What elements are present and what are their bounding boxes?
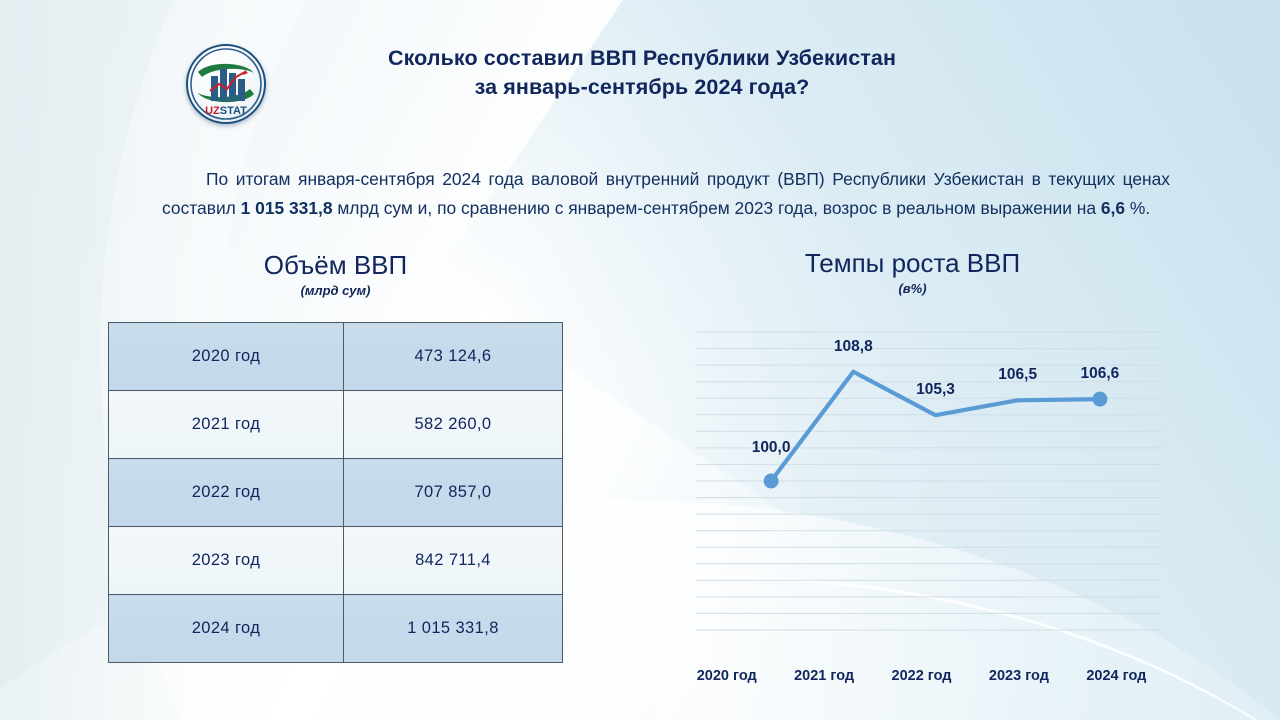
- table-cell-year: 2023 год: [108, 526, 344, 595]
- table-cell-year: 2020 год: [108, 322, 344, 391]
- chart-gridlines: [696, 331, 1161, 631]
- table-cell-year: 2022 год: [108, 458, 344, 527]
- chart-x-axis: 2020 год 2021 год 2022 год 2023 год 2024…: [678, 668, 1165, 684]
- table-cell-value: 473 124,6: [343, 322, 563, 391]
- gdp-volume-section: Объём ВВП (млрд сум) 2020 год 473 124,6 …: [108, 250, 563, 663]
- gdp-growth-subtitle: (в%): [898, 281, 927, 296]
- header: UZSTAT Сколько составил ВВП Республики У…: [186, 44, 986, 124]
- gdp-volume-title: Объём ВВП: [263, 250, 408, 280]
- page-title-line-1: Сколько составил ВВП Республики Узбекист…: [387, 46, 897, 70]
- gdp-growth-chart: 100,0 108,8 105,3 106,5 106,6 2020 год 2021 …: [660, 314, 1165, 684]
- gdp-volume-table: 2020 год 473 124,6 2021 год 582 260,0 20…: [108, 322, 563, 663]
- intro-paragraph: По итогам января-сентября 2024 года вало…: [162, 165, 1170, 223]
- chart-data-label: 106,6: [1080, 365, 1120, 383]
- intro-text-part-3: %.: [1125, 198, 1151, 219]
- x-axis-label: 2022 год: [891, 668, 952, 684]
- uzstat-logo-icon: UZSTAT: [186, 44, 266, 124]
- table-cell-year: 2024 год: [108, 594, 344, 663]
- table-row: 2020 год 473 124,6: [108, 322, 563, 391]
- table-cell-year: 2021 год: [108, 390, 344, 459]
- page-title: Сколько составил ВВП Республики Узбекист…: [298, 44, 986, 102]
- table-row: 2024 год 1 015 331,8: [108, 594, 563, 663]
- intro-growth-value: 6,6: [1100, 198, 1126, 219]
- table-row: 2021 год 582 260,0: [108, 390, 563, 459]
- x-axis-label: 2021 год: [794, 668, 855, 684]
- table-cell-value: 842 711,4: [343, 526, 563, 595]
- x-axis-label: 2024 год: [1086, 668, 1147, 684]
- table-cell-value: 1 015 331,8: [343, 594, 563, 663]
- table-row: 2022 год 707 857,0: [108, 458, 563, 527]
- intro-text-part-2: млрд сум и, по сравнению с январем-сентя…: [332, 198, 1101, 219]
- chart-markers: [763, 391, 1108, 489]
- page-title-line-2: за январь-сентябрь 2024 года?: [474, 75, 810, 99]
- chart-data-label: 108,8: [833, 337, 873, 355]
- chart-marker: [1092, 391, 1108, 407]
- gdp-growth-section: Темпы роста ВВП (в%) 100,0 108,8 105,3 106,…: [660, 248, 1165, 684]
- gdp-volume-subtitle: (млрд сум): [300, 283, 371, 298]
- chart-data-label: 105,3: [916, 381, 955, 399]
- gdp-growth-title: Темпы роста ВВП: [804, 248, 1021, 278]
- chart-data-label: 100,0: [751, 439, 791, 456]
- chart-data-label: 106,5: [998, 366, 1038, 384]
- table-cell-value: 707 857,0: [343, 458, 563, 527]
- x-axis-label: 2023 год: [988, 668, 1049, 684]
- chart-plot-area: [678, 314, 1165, 644]
- intro-text-part-1: По итогам января-сентября 2024 года вало…: [162, 169, 1170, 219]
- svg-text:UZSTAT: UZSTAT: [205, 105, 247, 117]
- x-axis-label: 2020 год: [696, 668, 757, 684]
- table-row: 2023 год 842 711,4: [108, 526, 563, 595]
- chart-series-line: [768, 369, 1102, 484]
- intro-gdp-value: 1 015 331,8: [240, 198, 333, 219]
- chart-marker: [763, 473, 779, 489]
- table-cell-value: 582 260,0: [343, 390, 563, 459]
